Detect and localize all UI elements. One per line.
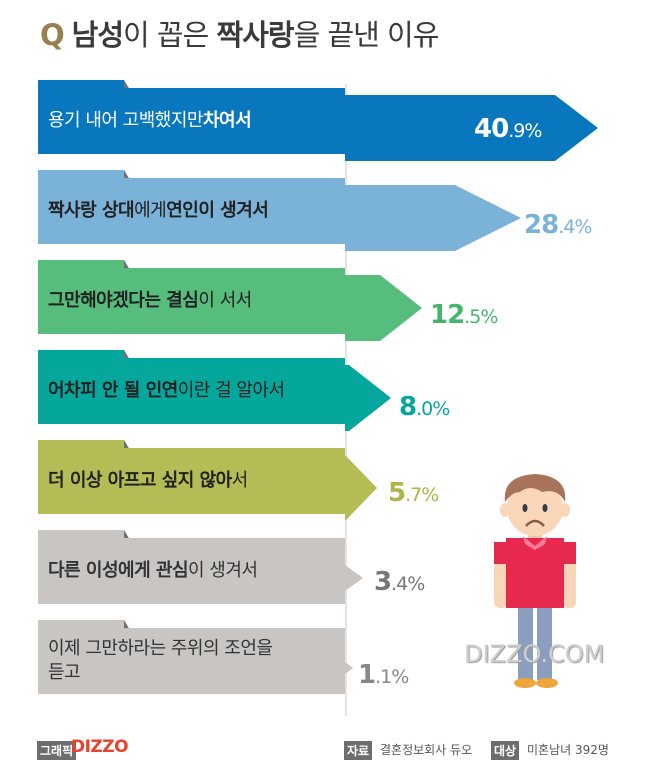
tab-fold [124, 170, 130, 180]
bar-arrow [345, 185, 521, 251]
page-title: Q 남성이 꼽은 짝사랑을 끝낸 이유 [40, 18, 439, 52]
bar-value: 12.5% [430, 300, 498, 330]
label-tab [38, 260, 124, 270]
bar-arrow [345, 95, 598, 161]
source-text: 결혼정보회사 듀오 [380, 743, 473, 757]
graphic-tag: 그래픽 [37, 741, 77, 760]
label-tab [38, 170, 124, 180]
bar-row-5: 더 이상 아프고 싶지 않아 서 5.7% [0, 440, 646, 530]
bar-row-1: 용기 내어 고백했지만 차여서 40.9% [0, 80, 646, 170]
bar-value: 5.7% [388, 478, 439, 508]
label-tab [38, 620, 124, 630]
bar-arrow [345, 365, 391, 431]
tab-fold [124, 80, 130, 90]
bar-label: 그만해야겠다는 결심 이 서서 [38, 268, 345, 334]
label-tab [38, 440, 124, 450]
bar-value: 40.9% [474, 114, 542, 144]
bar-row-2: 짝사랑 상대 에게 연인이 생겨서 28.4% [0, 170, 646, 260]
target-text: 미혼남녀 392명 [527, 743, 609, 757]
bar-value: 28.4% [524, 210, 592, 240]
tab-fold [124, 620, 130, 630]
target-tag: 대상 [491, 741, 520, 760]
bar-value: 1.1% [358, 660, 409, 690]
dizzo-logo: DIZZO [71, 737, 129, 757]
bar-value: 8.0% [399, 392, 450, 422]
label-tab [38, 530, 124, 540]
tab-fold [124, 530, 130, 540]
bar-label: 다른 이성에게 관심 이 생겨서 [38, 538, 345, 604]
source-tag: 자료 [344, 741, 373, 760]
question-mark: Q [40, 18, 65, 52]
watermark: DIZZO.COM [464, 640, 605, 668]
bar-label: 어차피 안 될 인연 이란 걸 알아서 [38, 358, 345, 424]
sad-man-illustration [494, 474, 576, 688]
bar-row-4: 어차피 안 될 인연 이란 걸 알아서 8.0% [0, 350, 646, 440]
tab-fold [124, 350, 130, 360]
bar-value: 3.4% [374, 567, 425, 597]
bar-arrow [345, 275, 422, 341]
label-tab [38, 80, 124, 90]
tab-fold [124, 440, 130, 450]
bar-row-3: 그만해야겠다는 결심 이 서서 12.5% [0, 260, 646, 350]
bar-row-7: 이제 그만하라는 주위의 조언을 듣고 1.1% [0, 620, 646, 710]
bar-arrow [345, 662, 353, 674]
bar-label: 이제 그만하라는 주위의 조언을 듣고 [38, 628, 345, 694]
bar-arrow [345, 565, 363, 591]
bar-label: 용기 내어 고백했지만 차여서 [38, 88, 345, 154]
bar-arrow [345, 455, 377, 521]
label-tab [38, 350, 124, 360]
tab-fold [124, 260, 130, 270]
bar-label: 짝사랑 상대 에게 연인이 생겨서 [38, 178, 345, 244]
bar-row-6: 다른 이성에게 관심 이 생겨서 3.4% [0, 530, 646, 620]
bar-label: 더 이상 아프고 싶지 않아 서 [38, 448, 345, 514]
